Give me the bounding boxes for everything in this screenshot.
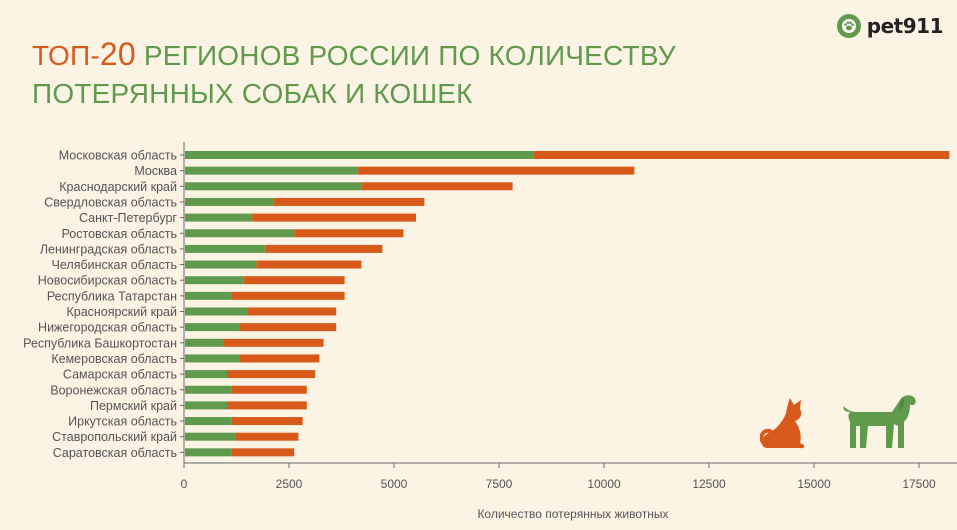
bar-segment-cats (227, 370, 316, 379)
y-category-label: Воронежская область (50, 383, 177, 397)
bar-segment-cats (239, 354, 320, 363)
bar-segment-dogs (185, 401, 227, 410)
y-category-label: Пермский край (90, 399, 177, 413)
y-category-label: Свердловская область (44, 195, 177, 209)
y-category-label: Московская область (59, 149, 177, 163)
bar-segment-dogs (185, 323, 240, 332)
bar-segment-cats (243, 276, 345, 285)
bar-segment-cats (239, 323, 337, 332)
y-category-label: Иркутская область (68, 415, 177, 429)
y-category-label: Краснодарский край (59, 180, 177, 194)
y-category-label: Саратовская область (53, 446, 177, 460)
bar-segment-dogs (185, 338, 223, 347)
bar-segment-dogs (185, 213, 253, 222)
x-tick-label: 10000 (587, 477, 621, 491)
x-tick-label: 7500 (486, 477, 513, 491)
x-tick-label: 5000 (381, 477, 408, 491)
bar-segment-cats (357, 166, 635, 175)
bar-segment-cats (231, 417, 303, 426)
bar-segment-cats (273, 197, 425, 206)
x-tick-label: 2500 (276, 477, 303, 491)
title-rest: РЕГИОНОВ РОССИИ ПО КОЛИЧЕСТВУ (135, 40, 676, 71)
y-category-label: Санкт-Петербург (79, 211, 177, 225)
paw-icon (836, 14, 861, 38)
bar-segment-cats (256, 260, 362, 269)
bar-segment-dogs (185, 244, 265, 253)
x-tick-label: 17500 (902, 477, 936, 491)
bar-segment-cats (231, 385, 307, 394)
dog-icon (843, 395, 916, 448)
x-axis-title: Количество потерянных животных (477, 507, 668, 521)
y-category-label: Ставропольский край (52, 430, 177, 444)
logo-text: pet911 (866, 14, 944, 38)
chart-title-line1: ТОП-20 РЕГИОНОВ РОССИИ ПО КОЛИЧЕСТВУ (32, 36, 676, 73)
bar-segment-dogs (185, 385, 232, 394)
x-tick-label: 15000 (797, 477, 831, 491)
bar-segment-dogs (185, 260, 257, 269)
chart-title-line2: ПОТЕРЯННЫХ СОБАК И КОШЕК (32, 78, 473, 109)
y-category-label: Ленинградская область (40, 242, 177, 256)
title-number: 20 (99, 36, 136, 72)
y-category-label: Республика Башкортостан (23, 336, 177, 350)
bar-segment-cats (294, 229, 404, 238)
x-tick-label: 12500 (692, 477, 726, 491)
bar-segment-dogs (185, 417, 232, 426)
x-tick-label: 0 (181, 477, 188, 491)
y-category-label: Республика Татарстан (47, 289, 177, 303)
y-category-label: Ростовская область (62, 227, 178, 241)
bar-segment-dogs (185, 354, 240, 363)
y-category-label: Самарская область (63, 368, 177, 382)
bar-segment-cats (231, 291, 345, 300)
bar-segment-dogs (185, 291, 232, 300)
bar-segment-cats (264, 244, 383, 253)
pet911-logo: pet911 (836, 14, 944, 38)
y-category-label: Челябинская область (52, 258, 177, 272)
y-category-label: Кемеровская область (51, 352, 177, 366)
bar-segment-cats (533, 151, 950, 159)
bar-segment-dogs (185, 197, 274, 206)
bar-segment-cats (252, 213, 416, 222)
y-category-label: Красноярский край (66, 305, 177, 319)
bar-segment-dogs (185, 151, 534, 159)
bar-segment-dogs (185, 448, 232, 457)
cat-icon (760, 398, 805, 449)
bar-segment-cats (248, 307, 337, 316)
bar-segment-cats (235, 432, 299, 441)
title-prefix: ТОП- (32, 40, 100, 71)
bar-segment-dogs (185, 229, 295, 238)
bar-segment-cats (231, 448, 295, 457)
y-category-label: Москва (134, 164, 177, 178)
bar-segment-dogs (185, 182, 362, 191)
y-category-label: Нижегородская область (38, 321, 177, 335)
bar-segment-dogs (185, 432, 236, 441)
bar-segment-cats (222, 338, 324, 347)
bar-segment-dogs (185, 166, 358, 175)
bar-segment-cats (227, 401, 307, 410)
bar-segment-dogs (185, 276, 244, 285)
y-category-label: Новосибирская область (38, 274, 177, 288)
bar-segment-dogs (185, 307, 248, 316)
bar-segment-dogs (185, 370, 227, 379)
bar-segment-cats (361, 182, 513, 191)
